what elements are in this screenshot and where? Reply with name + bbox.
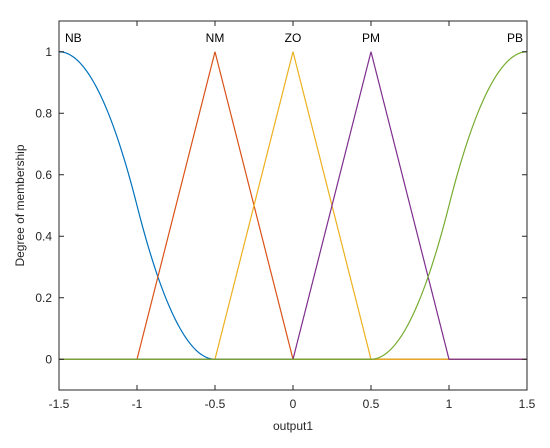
series-label-nb: NB — [65, 31, 82, 45]
x-tick-label: -1 — [132, 397, 143, 411]
series-label-nm: NM — [206, 31, 225, 45]
x-tick-label: -1.5 — [49, 397, 70, 411]
y-tick-label: 0.8 — [35, 106, 52, 120]
y-axis-label: Degree of membership — [13, 144, 27, 266]
series-label-pm: PM — [362, 31, 380, 45]
x-axis-label: output1 — [273, 419, 313, 433]
plot-area: -1.5 -1 -0.5 0 0.5 1 1.5 0 0.2 0.4 0.6 0.8 1 NB NM ZO PM… — [35, 20, 536, 411]
x-tick-label: 1 — [446, 397, 453, 411]
y-tick-label: 0.4 — [35, 229, 52, 243]
series-label-zo: ZO — [285, 31, 302, 45]
y-tick-label: 1 — [45, 45, 52, 59]
x-tick-label: 1.5 — [519, 397, 536, 411]
y-tick-label: 0.6 — [35, 168, 52, 182]
y-tick-label: 0.2 — [35, 291, 52, 305]
series-label-pb: PB — [507, 31, 523, 45]
series-line-pb — [59, 51, 528, 360]
x-tick-label: -0.5 — [205, 397, 226, 411]
x-tick-label: 0 — [290, 397, 297, 411]
y-tick-label: 0 — [45, 352, 52, 366]
x-tick-label: 0.5 — [363, 397, 380, 411]
